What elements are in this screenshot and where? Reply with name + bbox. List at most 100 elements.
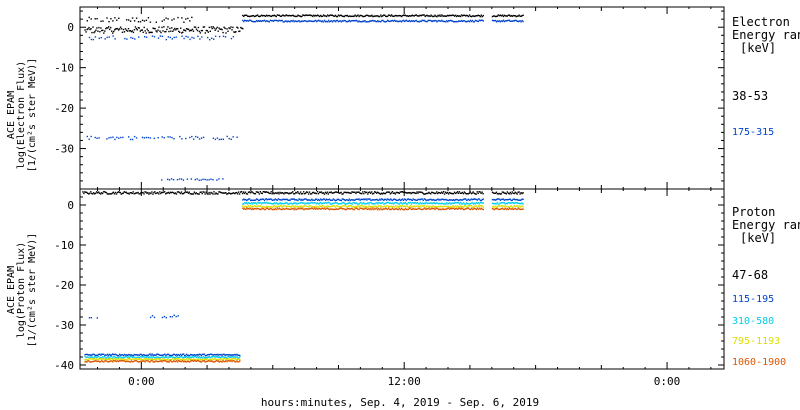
electron-point: [430, 20, 432, 22]
proton-point: [222, 356, 224, 358]
electron-point: [133, 29, 136, 31]
electron-point: [302, 20, 304, 23]
proton-point: [112, 359, 114, 361]
proton-point: [231, 192, 233, 195]
proton-point: [248, 191, 251, 193]
electron-point: [431, 15, 433, 17]
proton-point: [109, 360, 111, 363]
electron-point: [386, 15, 388, 18]
electron-point: [321, 21, 323, 23]
electron-point: [149, 31, 151, 33]
proton-point: [370, 192, 372, 194]
proton-point: [200, 361, 203, 363]
electron-point: [515, 15, 517, 18]
electron-point: [129, 30, 132, 32]
electron-point: [161, 179, 163, 181]
proton-point: [257, 205, 260, 207]
proton-point: [343, 202, 345, 204]
proton-point: [96, 354, 98, 356]
electron-point: [85, 31, 87, 33]
proton-point: [310, 208, 312, 210]
proton-point: [216, 358, 218, 361]
proton-point: [204, 193, 206, 195]
electron-point: [110, 26, 112, 29]
electron-point: [443, 20, 445, 23]
electron-point: [173, 18, 175, 20]
proton-point: [498, 203, 501, 205]
electron-point: [125, 29, 128, 31]
proton-point: [119, 358, 122, 360]
electron-point: [482, 14, 484, 17]
proton-point: [481, 205, 483, 207]
proton-point: [153, 361, 155, 363]
proton-point: [163, 357, 165, 359]
proton-point: [98, 360, 100, 362]
proton-point: [130, 359, 133, 361]
proton-point: [90, 191, 92, 193]
proton-point: [199, 191, 201, 193]
electron-point: [262, 20, 265, 22]
proton-point: [358, 208, 360, 211]
proton-point: [95, 358, 97, 360]
proton-point: [428, 207, 430, 209]
electron-point: [321, 15, 323, 18]
proton-point: [210, 356, 212, 358]
proton-point: [213, 353, 215, 356]
electron-point: [112, 20, 114, 22]
proton-point: [353, 199, 355, 201]
proton-point: [279, 208, 281, 210]
proton-point: [409, 201, 412, 204]
proton-point: [113, 359, 115, 362]
proton-point: [386, 191, 389, 193]
proton-point: [111, 357, 113, 360]
proton-point: [179, 354, 181, 357]
proton-point: [397, 192, 399, 194]
proton-point: [374, 199, 376, 201]
electron-point: [434, 14, 436, 16]
electron-point: [457, 21, 459, 23]
proton-point: [465, 208, 468, 210]
proton-point: [497, 193, 500, 195]
proton-point: [431, 206, 433, 208]
electron-point: [95, 29, 97, 31]
proton-point: [297, 207, 299, 210]
proton-point: [248, 205, 250, 207]
proton-point: [343, 199, 345, 201]
proton-point: [479, 191, 481, 193]
proton-point: [375, 202, 377, 204]
proton-point: [455, 202, 457, 204]
electron-point: [494, 19, 497, 22]
proton-point: [338, 192, 340, 194]
proton-point: [173, 356, 175, 358]
proton-point: [447, 199, 449, 201]
electron-point: [416, 20, 418, 23]
proton-point: [213, 356, 215, 358]
proton-point: [258, 205, 261, 208]
proton-point: [447, 203, 449, 205]
electron-point: [428, 15, 430, 17]
electron-point: [349, 15, 351, 17]
proton-legend-title: Proton: [732, 205, 775, 219]
proton-point: [332, 208, 335, 211]
electron-point: [277, 20, 279, 22]
proton-point: [155, 357, 157, 359]
proton-point: [331, 192, 333, 194]
proton-point: [99, 353, 101, 355]
electron-point: [233, 31, 235, 33]
proton-point: [93, 358, 95, 361]
electron-point: [419, 14, 421, 16]
proton-point: [87, 359, 89, 362]
proton-point: [89, 361, 91, 363]
proton-point: [331, 205, 334, 207]
proton-point: [113, 353, 115, 356]
proton-point: [265, 191, 267, 193]
proton-point: [244, 202, 246, 204]
proton-point: [270, 198, 273, 201]
proton-point: [507, 206, 509, 208]
proton-point: [163, 360, 165, 362]
electron-point: [435, 20, 437, 22]
proton-point: [130, 355, 133, 358]
proton-point: [362, 198, 364, 201]
proton-point: [204, 361, 206, 363]
proton-point: [97, 360, 99, 362]
